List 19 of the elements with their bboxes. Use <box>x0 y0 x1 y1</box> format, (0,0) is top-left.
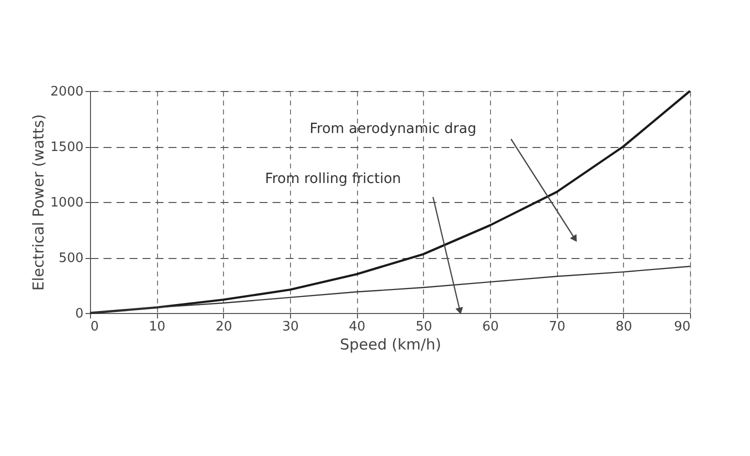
x-tick-label: 0 <box>90 320 99 334</box>
x-tick-label: 60 <box>482 320 499 334</box>
x-axis-title: Speed (km/h) <box>340 336 442 354</box>
annotation: From rolling friction <box>264 171 402 187</box>
x-tick-label: 80 <box>616 320 632 334</box>
annotation: From aerodynamic drag <box>310 121 476 137</box>
x-tick-label: 10 <box>148 320 166 334</box>
x-tick-label: 70 <box>548 320 566 334</box>
y-tick-label: 0 <box>75 306 84 322</box>
y-axis-title: Electrical Power (watts) <box>29 114 48 291</box>
y-tick-label: 500 <box>58 251 84 266</box>
x-tick-label: 30 <box>282 320 299 334</box>
y-tick-label: 2000 <box>50 84 84 100</box>
x-tick-label: 40 <box>348 320 366 334</box>
x-tick-label: 90 <box>674 320 690 334</box>
y-tick-label: 1500 <box>50 140 84 155</box>
y-tick-label: 1000 <box>50 196 84 210</box>
x-tick-label: 50 <box>416 320 432 334</box>
x-tick-label: 20 <box>216 320 232 334</box>
